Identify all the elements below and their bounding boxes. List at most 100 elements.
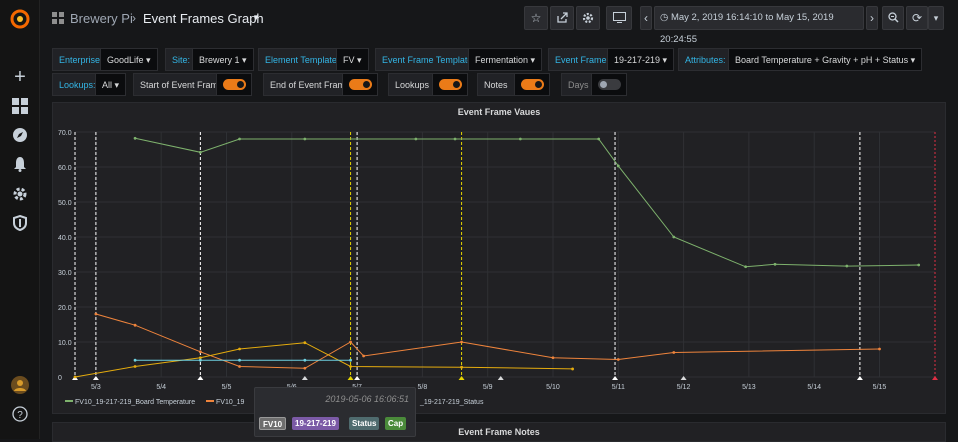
configuration-gear-icon[interactable]: [0, 186, 40, 207]
x-tick-label: 5/14: [807, 384, 821, 391]
event-frame-label: Event Frame:: [548, 48, 617, 71]
x-tick-label: 5/5: [222, 384, 232, 391]
y-tick-label: 40.0: [58, 235, 72, 242]
user-avatar[interactable]: [0, 376, 40, 399]
series-line-1: [95, 313, 880, 369]
explore-compass-icon[interactable]: [0, 127, 40, 148]
x-tick-label: 5/12: [677, 384, 691, 391]
series-point-2: [349, 365, 352, 368]
series-point-1: [551, 356, 555, 360]
series-point-0: [414, 137, 418, 141]
zoom-out-button[interactable]: [882, 6, 904, 30]
x-tick-label: 5/11: [612, 384, 625, 391]
time-shift-back-button[interactable]: ‹: [640, 6, 652, 30]
notes-panel-title[interactable]: Event Frame Notes: [458, 427, 540, 437]
days-toggle[interactable]: [598, 79, 621, 90]
series-point-1: [672, 351, 676, 354]
grafana-logo-icon[interactable]: [0, 8, 40, 35]
days-toggle-box[interactable]: [591, 73, 627, 96]
series-point-0: [845, 264, 849, 268]
start-of-event-frame-toggle[interactable]: [223, 79, 246, 90]
tag-cap: Cap: [385, 417, 407, 430]
dashboards-icon[interactable]: [0, 98, 40, 119]
lookups-toggle-box[interactable]: [432, 73, 468, 96]
event-frame-marker-triangle: [612, 376, 619, 380]
lookups-toggle[interactable]: [439, 79, 462, 90]
sidebar: + ?: [0, 0, 40, 439]
enterprise-select[interactable]: GoodLife ▾: [100, 48, 158, 71]
y-tick-label: 10.0: [58, 340, 72, 347]
dashboard-grid-icon[interactable]: [52, 11, 64, 29]
series-point-3: [303, 358, 307, 362]
legend-label-status: _19-217-219_Status: [419, 399, 484, 406]
series-point-1: [94, 312, 98, 316]
svg-text:?: ?: [17, 410, 23, 421]
notes-toggle[interactable]: [521, 79, 544, 90]
series-point-1: [133, 323, 137, 327]
time-range-picker[interactable]: ◷ May 2, 2019 16:14:10 to May 15, 2019 2…: [654, 6, 864, 45]
x-tick-label: 5/9: [483, 384, 493, 391]
site-select[interactable]: Brewery 1 ▾: [192, 48, 254, 71]
breadcrumb-folder[interactable]: Brewery Pi: [70, 11, 133, 26]
help-icon[interactable]: ?: [0, 406, 40, 427]
star-dashboard-button[interactable]: ☆: [524, 6, 548, 30]
note-marker-triangle: [301, 376, 308, 380]
end-marker-triangle: [932, 376, 938, 380]
series-point-1: [878, 347, 881, 351]
dashboard-navbar: Brewery Pi › Event Frames Graph ▾ ☆ ‹ ◷ …: [40, 0, 958, 45]
enterprise-label: Enterprise:: [52, 48, 110, 71]
shield-icon[interactable]: [0, 214, 40, 236]
event-frame-marker-triangle: [197, 376, 204, 380]
lookup-marker-triangle: [347, 376, 354, 380]
start-of-event-frame-toggle-box[interactable]: [216, 73, 252, 96]
settings-gear-button[interactable]: [576, 6, 600, 30]
series-point-1: [303, 366, 307, 370]
refresh-button[interactable]: ⟳: [906, 6, 928, 30]
series-point-0: [744, 265, 748, 269]
x-tick-label: 5/4: [156, 384, 166, 391]
end-of-event-frame-toggle-box[interactable]: [342, 73, 378, 96]
series-point-1: [460, 340, 463, 344]
element-template-select[interactable]: FV ▾: [336, 48, 369, 71]
event-frame-notes-panel: Event Frame Notes: [52, 422, 946, 442]
panel-title[interactable]: Event Frame Vaues: [457, 107, 541, 117]
y-tick-label: 30.0: [58, 270, 72, 277]
notes-toggle-box[interactable]: [514, 73, 550, 96]
refresh-interval-dropdown[interactable]: ▾: [928, 6, 944, 30]
series-point-1: [349, 340, 352, 344]
series-point-0: [303, 137, 307, 141]
y-tick-label: 60.0: [58, 165, 72, 172]
graph-canvas[interactable]: 0 10.0 20.0 30.0 40.0 50.0 60.0 70.0 5/3 5/4 5/5 5/…: [53, 103, 945, 413]
share-dashboard-button[interactable]: [550, 6, 574, 30]
event-frame-template-select[interactable]: Fermentation ▾: [468, 48, 543, 71]
attributes-select[interactable]: Board Temperature + Gravity + pH + Statu…: [728, 48, 923, 71]
end-of-event-frame-toggle[interactable]: [349, 79, 372, 90]
event-frame-select[interactable]: 19-217-219 ▾: [607, 48, 675, 71]
plus-icon[interactable]: +: [14, 66, 26, 88]
note-marker-triangle: [497, 376, 504, 380]
dashboard-title[interactable]: Event Frames Graph: [143, 11, 264, 26]
clock-icon: ◷: [660, 12, 669, 23]
tooltip-time: 2019-05-06 16:06:51: [325, 394, 409, 404]
series-point-2: [460, 365, 463, 369]
note-marker-triangle: [680, 376, 687, 380]
title-caret-down-icon[interactable]: ▾: [254, 12, 259, 22]
alerting-bell-icon[interactable]: [0, 156, 40, 177]
tag-fv10: FV10: [259, 417, 287, 430]
series-line-0: [134, 137, 919, 268]
tag-event-frame: 19-217-219: [292, 417, 339, 430]
series-point-1: [198, 350, 202, 354]
series-point-0: [917, 263, 921, 267]
template-variables-bar: Enterprise: GoodLife ▾ Site: Brewery 1 ▾…: [40, 46, 958, 98]
y-tick-label: 0: [58, 375, 62, 382]
attributes-label: Attributes:: [678, 48, 733, 71]
series-point-0: [453, 137, 457, 141]
tv-mode-button[interactable]: [606, 6, 632, 30]
lookups-select[interactable]: All ▾: [95, 73, 127, 96]
series-point-2: [133, 365, 137, 368]
series-point-1: [238, 365, 241, 368]
element-template-label: Element Template:: [258, 48, 347, 71]
time-shift-forward-button[interactable]: ›: [866, 6, 878, 30]
series-point-0: [518, 137, 522, 141]
event-frame-marker-triangle: [354, 376, 361, 380]
